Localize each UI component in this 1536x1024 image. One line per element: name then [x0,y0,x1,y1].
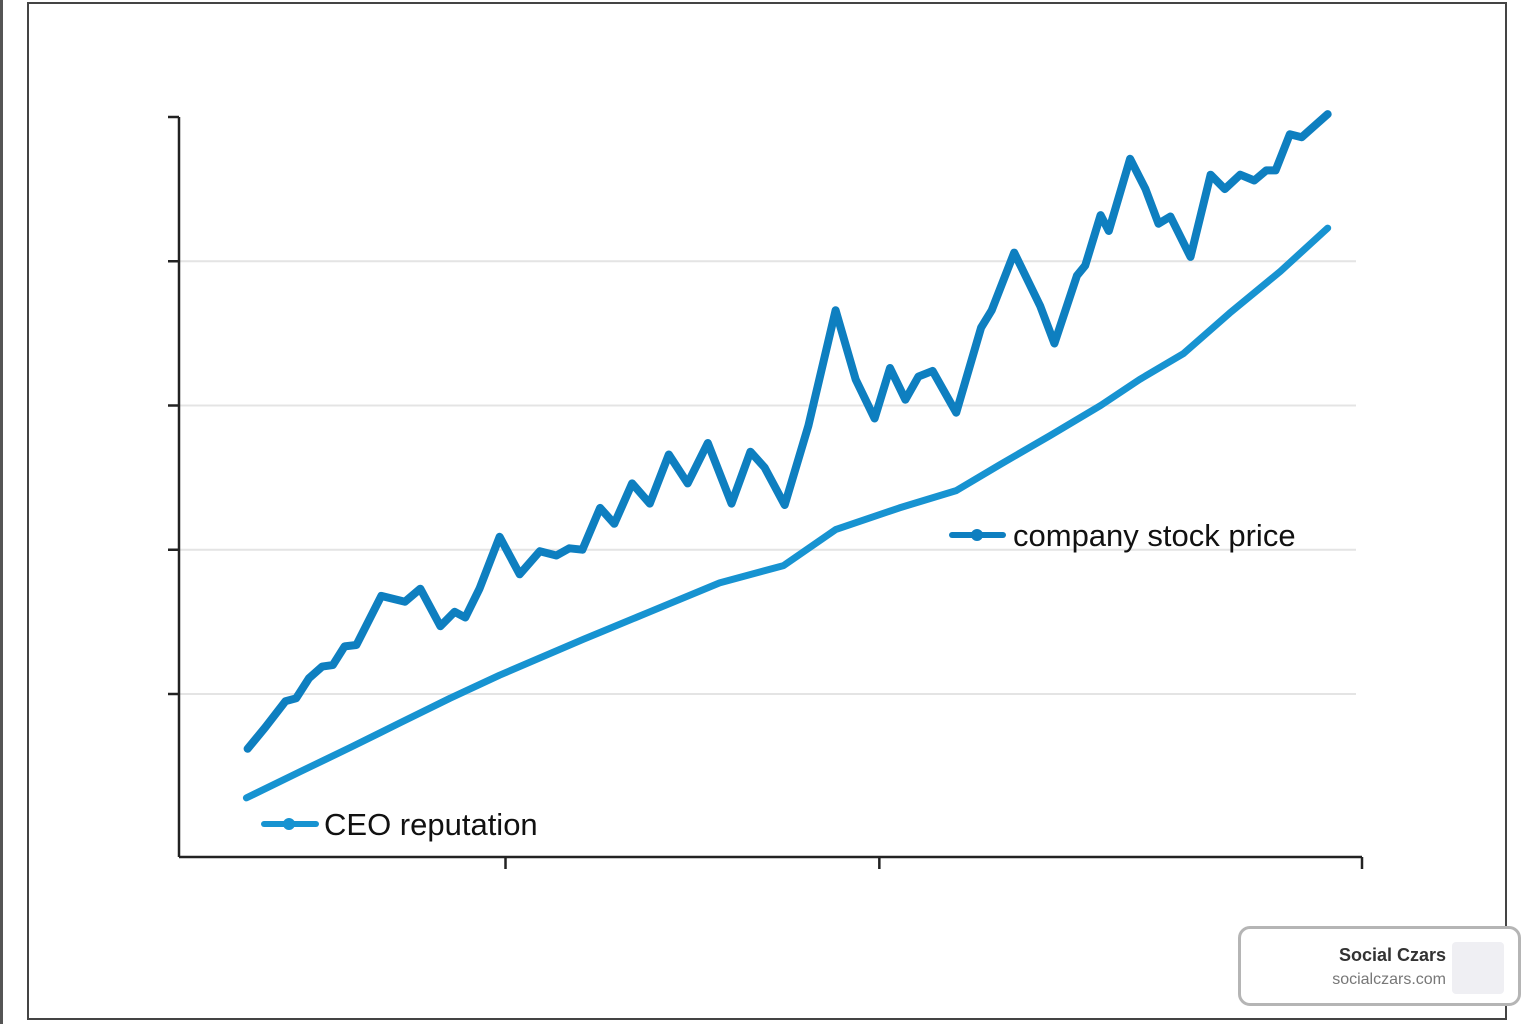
legend-label-ceo: CEO reputation [324,807,538,842]
page-edge [0,0,3,1024]
series-line-ceo-reputation [242,224,1332,802]
watermark-url: socialczars.com [1332,971,1446,988]
legend-marker-ceo [283,818,295,830]
watermark-title: Social Czars [1338,945,1446,965]
legend-label-stock: company stock price [1013,518,1296,553]
legend-marker-stock [971,529,983,541]
series-line-stock-price [243,110,1332,753]
watermark-logo-icon [1452,942,1504,994]
watermark-badge[interactable]: Social Czars socialczars.com [1238,926,1521,1006]
